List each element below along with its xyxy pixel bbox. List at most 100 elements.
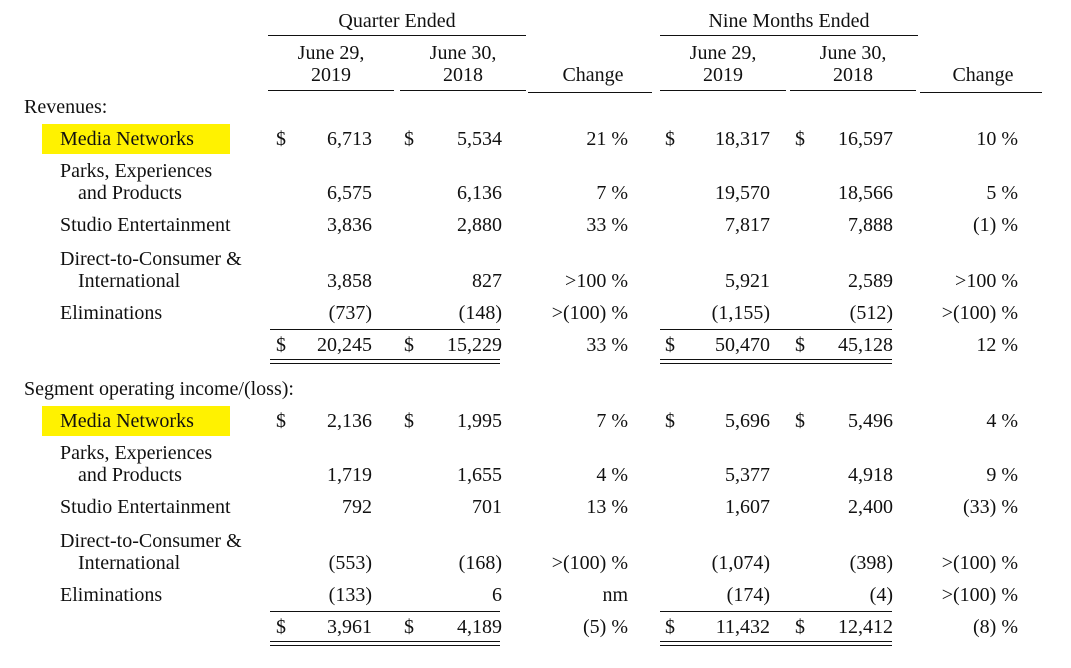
operating-income-total-q2018: 4,189 [457,616,502,638]
operating-income-dollar-sign: $ [276,616,286,638]
revenues-cell-n-change: >(100) % [941,302,1018,324]
revenues-dollar-sign: $ [665,128,675,150]
revenues-cell-q2019: 6,575 [327,182,372,204]
revenues-cell-n2019: 5,921 [725,270,770,292]
revenues-dollar-sign: $ [795,334,805,356]
revenues-dollar-sign: $ [404,334,414,356]
header-q-col2-line1: June 30, [429,42,497,64]
operating-income-row-label: Studio Entertainment [60,496,231,518]
operating-income-dollar-sign: $ [665,410,675,432]
revenues-total-q2019: 20,245 [317,334,372,356]
revenues-total-q-change: 33 % [586,334,628,356]
revenues-cell-n2018: 2,589 [848,270,893,292]
operating-income-cell-q2018: 6 [492,584,502,606]
revenues-total-double-rule [660,359,892,360]
operating-income-cell-q2019: 792 [342,496,372,518]
revenues-row-label: International [78,270,181,292]
revenues-total-q2018: 15,229 [447,334,502,356]
header-n-col2-underline [790,90,916,91]
revenues-row-label: and Products [78,182,182,204]
operating-income-total-double-rule [270,645,500,646]
operating-income-cell-n-change: >(100) % [941,552,1018,574]
operating-income-total-n2019: 11,432 [715,616,770,638]
revenues-dollar-sign: $ [404,128,414,150]
operating-income-cell-q-change: 7 % [596,410,628,432]
revenues-cell-q2019: 3,836 [327,214,372,236]
revenues-dollar-sign: $ [276,334,286,356]
revenues-total-n2019: 50,470 [715,334,770,356]
revenues-cell-n2018: 18,566 [838,182,893,204]
operating-income-total-q2019: 3,961 [327,616,372,638]
operating-income-cell-q2018: 1,995 [457,410,502,432]
revenues-total-n-change: 12 % [976,334,1018,356]
operating-income-dollar-sign: $ [276,410,286,432]
operating-income-cell-q2018: (168) [458,552,502,574]
header-n-col2-line2: 2018 [833,64,873,86]
operating-income-highlight [42,406,230,436]
revenues-cell-n2019: (1,155) [711,302,770,324]
revenues-cell-q-change: 33 % [586,214,628,236]
operating-income-cell-q2019: (133) [328,584,372,606]
header-q-col2-underline [400,90,526,91]
operating-income-row-label: Parks, Experiences [60,442,213,464]
operating-income-cell-n-change: >(100) % [941,584,1018,606]
header-n-col1-line2: 2019 [703,64,743,86]
revenues-cell-n2019: 18,317 [715,128,770,150]
revenues-cell-n2018: 16,597 [838,128,893,150]
operating-income-row-label: and Products [78,464,182,486]
operating-income-total-n-change: (8) % [973,616,1018,638]
operating-income-dollar-sign: $ [404,410,414,432]
revenues-cell-n-change: (1) % [973,214,1018,236]
revenues-dollar-sign: $ [795,128,805,150]
header-n-col1-line1: June 29, [689,42,757,64]
operating-income-cell-q-change: >(100) % [551,552,628,574]
operating-income-section-title: Segment operating income/(loss): [24,378,294,400]
operating-income-cell-q2018: 701 [472,496,502,518]
operating-income-cell-n2019: (1,074) [711,552,770,574]
operating-income-cell-n2019: 5,696 [725,410,770,432]
revenues-row-label: Studio Entertainment [60,214,231,236]
operating-income-total-double-rule [660,641,892,642]
revenues-cell-q2019: 3,858 [327,270,372,292]
operating-income-dollar-sign: $ [665,616,675,638]
operating-income-cell-q-change: nm [602,584,628,606]
header-q-change-underline [528,92,652,93]
operating-income-cell-n2019: 1,607 [725,496,770,518]
revenues-cell-q2018: 2,880 [457,214,502,236]
revenues-cell-q-change: >100 % [565,270,628,292]
revenues-cell-q2018: (148) [458,302,502,324]
header-q-col2-line2: 2018 [443,64,483,86]
header-q-change: Change [562,64,624,86]
header-q-col1-line1: June 29, [297,42,365,64]
revenues-cell-q-change: 7 % [596,182,628,204]
revenues-total-rule [270,329,500,330]
revenues-cell-q2018: 827 [472,270,502,292]
revenues-cell-q2019: 6,713 [327,128,372,150]
operating-income-cell-n2019: 5,377 [725,464,770,486]
header-nine-underline [660,35,918,36]
revenues-dollar-sign: $ [276,128,286,150]
revenues-total-double-rule [660,363,892,364]
revenues-dollar-sign: $ [665,334,675,356]
operating-income-row-label: Media Networks [60,410,194,432]
header-n-col2-line1: June 30, [819,42,887,64]
revenues-cell-n2018: 7,888 [848,214,893,236]
revenues-row-label: Direct-to-Consumer & [60,248,242,270]
header-n-change: Change [952,64,1014,86]
revenues-cell-n-change: 5 % [986,182,1018,204]
header-n-change-underline [920,92,1042,93]
operating-income-cell-n-change: 9 % [986,464,1018,486]
header-q-col1-line2: 2019 [311,64,351,86]
operating-income-total-rule [660,611,892,612]
operating-income-row-label: Direct-to-Consumer & [60,530,242,552]
operating-income-total-n2018: 12,412 [838,616,893,638]
revenues-cell-q-change: >(100) % [551,302,628,324]
revenues-total-double-rule [270,359,500,360]
revenues-highlight [42,124,230,154]
header-q-col1-underline [268,90,394,91]
operating-income-cell-n-change: 4 % [986,410,1018,432]
operating-income-cell-n-change: (33) % [963,496,1018,518]
revenues-row-label: Eliminations [60,302,163,324]
operating-income-cell-n2019: (174) [726,584,770,606]
revenues-cell-q2018: 5,534 [457,128,502,150]
